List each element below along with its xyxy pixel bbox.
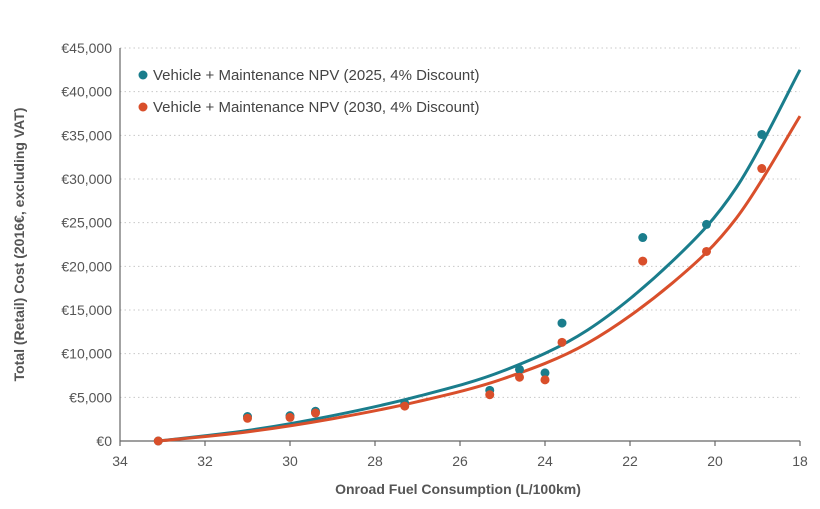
data-point-series-2 <box>515 372 524 382</box>
data-point-series-1 <box>757 129 767 139</box>
y-tick-label: €45,000 <box>61 40 112 56</box>
y-tick-label: €35,000 <box>61 127 112 143</box>
legend-label-2: Vehicle + Maintenance NPV (2030, 4% Disc… <box>153 99 479 116</box>
data-point-series-2 <box>557 337 567 347</box>
x-tick-label: 34 <box>112 453 128 469</box>
x-axis-title: Onroad Fuel Consumption (L/100km) <box>335 481 581 497</box>
data-point-series-2 <box>311 408 320 418</box>
x-tick-label: 20 <box>707 453 723 469</box>
data-point-series-1 <box>557 318 567 328</box>
x-tick-label: 22 <box>622 453 638 469</box>
data-point-series-2 <box>153 436 163 446</box>
x-tick-label: 28 <box>367 453 383 469</box>
legend: Vehicle + Maintenance NPV (2025, 4% Disc… <box>138 67 479 116</box>
y-tick-label: €20,000 <box>61 258 112 274</box>
data-point-series-2 <box>243 413 252 423</box>
trend-line-1 <box>158 69 802 443</box>
legend-label-1: Vehicle + Maintenance NPV (2025, 4% Disc… <box>153 67 479 84</box>
data-point-series-1 <box>702 219 711 229</box>
y-tick-label: €40,000 <box>61 84 112 100</box>
y-tick-label: €10,000 <box>61 346 112 362</box>
data-point-series-2 <box>638 256 648 266</box>
data-point-series-2 <box>285 412 295 422</box>
x-tick-label: 32 <box>197 453 213 469</box>
y-axis-title: Total (Retail) Cost (2016€, excluding VA… <box>11 108 27 382</box>
y-tick-label: €5,000 <box>69 389 112 405</box>
axis-labels: Onroad Fuel Consumption (L/100km) Total … <box>11 108 581 497</box>
trend-line-2 <box>158 115 802 443</box>
x-tick-label: 24 <box>537 453 553 469</box>
data-point-series-2 <box>540 375 550 385</box>
x-tick-label: 26 <box>452 453 468 469</box>
data-point-series-1 <box>515 364 524 374</box>
data-point-series-2 <box>757 164 767 174</box>
grid-lines <box>120 47 800 398</box>
y-tick-label: €30,000 <box>61 171 112 187</box>
data-point-series-1 <box>638 233 648 243</box>
y-tick-label: €25,000 <box>61 215 112 231</box>
data-points <box>153 129 767 446</box>
data-point-series-2 <box>702 246 711 256</box>
axes: €0 €5,000 €10,000 €15,000 €20,000 €25,000 €30,… <box>61 40 808 469</box>
x-tick-label: 18 <box>792 453 808 469</box>
y-tick-label: €15,000 <box>61 302 112 318</box>
data-point-series-2 <box>485 390 495 400</box>
data-point-series-2 <box>400 401 410 411</box>
trend-lines <box>158 69 802 443</box>
data-point-series-1 <box>540 368 550 378</box>
x-tick-label: 30 <box>282 453 298 469</box>
legend-marker-1 <box>138 70 148 80</box>
y-tick-label: €0 <box>96 433 112 449</box>
legend-marker-2 <box>138 102 148 112</box>
